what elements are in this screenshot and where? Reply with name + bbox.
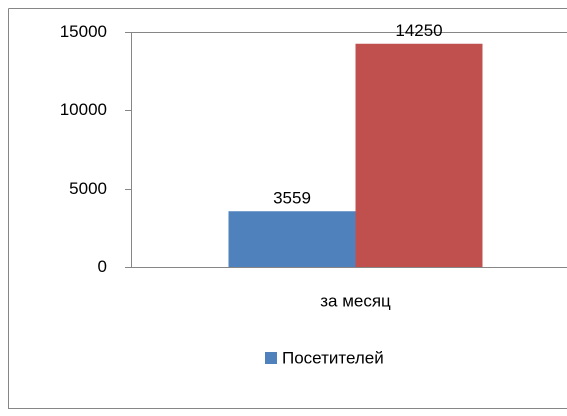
legend-swatch <box>265 352 277 364</box>
chart-border <box>8 8 567 409</box>
bar <box>228 211 356 267</box>
data-label: 14250 <box>395 21 442 40</box>
data-label: 3559 <box>273 189 311 208</box>
y-tick-label: 0 <box>98 257 107 276</box>
y-tick-label: 10000 <box>60 100 107 119</box>
legend-label: Посетителей <box>282 348 384 367</box>
y-tick-label: 15000 <box>60 22 107 41</box>
x-tick-label: за месяц <box>320 291 391 310</box>
y-tick-label: 5000 <box>69 179 107 198</box>
bar <box>355 43 483 267</box>
